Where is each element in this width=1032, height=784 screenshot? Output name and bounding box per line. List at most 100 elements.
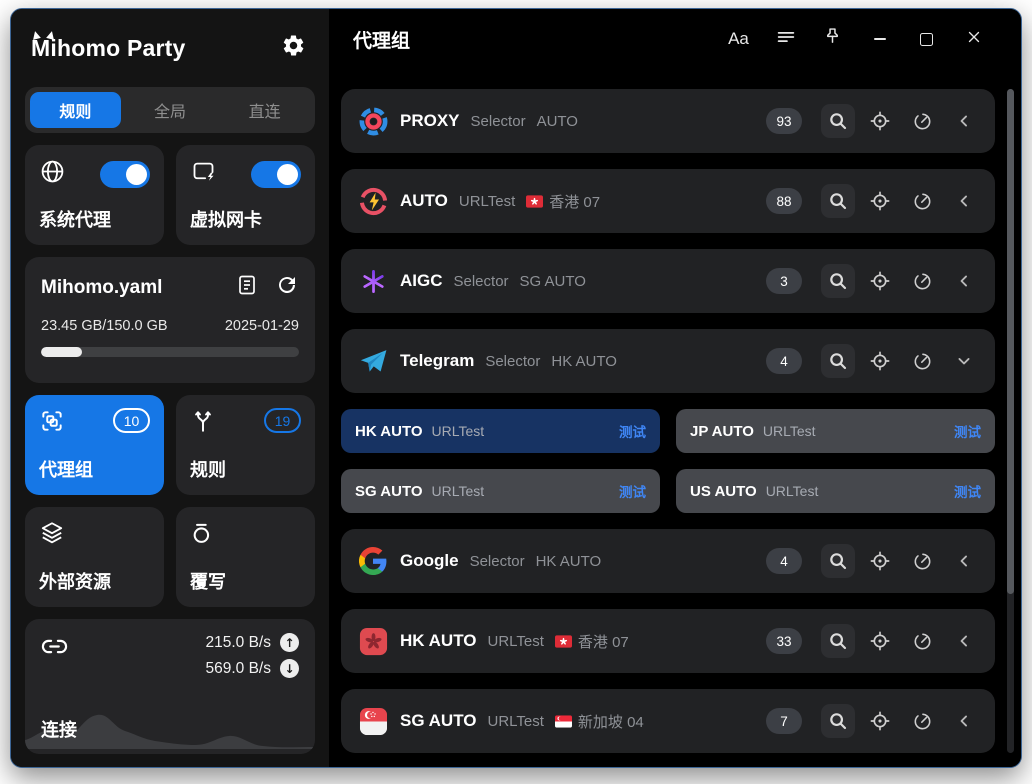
chevron-down-icon[interactable] bbox=[947, 344, 981, 378]
pin-button[interactable] bbox=[809, 22, 856, 56]
minimize-button[interactable] bbox=[856, 22, 903, 56]
locate-icon[interactable] bbox=[863, 104, 897, 138]
node-name: JP AUTO bbox=[690, 422, 754, 440]
proxy-group-row[interactable]: AUTO URLTest 香港 07 88 bbox=[341, 169, 995, 233]
sg-logo-icon bbox=[357, 706, 389, 737]
traffic-wave-graph bbox=[25, 701, 315, 754]
proxy-group-row[interactable]: PROXY Selector AUTO 93 bbox=[341, 89, 995, 153]
close-icon bbox=[965, 28, 983, 51]
globe-icon bbox=[39, 158, 66, 190]
pin-icon bbox=[822, 26, 843, 52]
profile-document-icon[interactable] bbox=[235, 273, 259, 302]
sidebar-item-proxy-groups[interactable]: 10 代理组 bbox=[25, 395, 164, 495]
search-icon[interactable] bbox=[821, 264, 855, 298]
text-size-icon: Aa bbox=[728, 29, 749, 48]
search-icon[interactable] bbox=[821, 624, 855, 658]
locate-icon[interactable] bbox=[863, 624, 897, 658]
speed-test-icon[interactable] bbox=[905, 104, 939, 138]
speed-test-icon[interactable] bbox=[905, 704, 939, 738]
group-name: AIGC bbox=[400, 271, 443, 290]
proxy-group-row[interactable]: HK AUTO URLTest 香港 07 33 bbox=[341, 609, 995, 673]
sg-flag-icon bbox=[554, 714, 572, 728]
sort-button[interactable] bbox=[762, 22, 809, 56]
system-proxy-toggle[interactable] bbox=[100, 160, 150, 188]
group-type: Selector bbox=[485, 352, 541, 370]
search-icon[interactable] bbox=[821, 704, 855, 738]
tab-global-mode[interactable]: 全局 bbox=[125, 92, 216, 128]
settings-button[interactable] bbox=[277, 32, 309, 64]
speed-test-icon[interactable] bbox=[905, 344, 939, 378]
aigc-logo-icon bbox=[357, 267, 389, 296]
sidebar-item-external-resources[interactable]: 外部资源 bbox=[25, 507, 164, 607]
search-icon[interactable] bbox=[821, 104, 855, 138]
sidebar-item-rules[interactable]: 19 规则 bbox=[176, 395, 315, 495]
search-icon[interactable] bbox=[821, 544, 855, 578]
group-current-node: 香港 07 bbox=[526, 191, 600, 212]
node-test-button[interactable]: 测试 bbox=[954, 425, 981, 440]
locate-icon[interactable] bbox=[863, 544, 897, 578]
tun-toggle[interactable] bbox=[251, 160, 301, 188]
locate-icon[interactable] bbox=[863, 344, 897, 378]
proxy-group-row[interactable]: AIGC Selector SG AUTO 3 bbox=[341, 249, 995, 313]
speed-test-icon[interactable] bbox=[905, 184, 939, 218]
chevron-left-icon[interactable] bbox=[947, 544, 981, 578]
proxy-group-row[interactable]: SG AUTO URLTest 新加坡 04 7 bbox=[341, 689, 995, 753]
speed-test-icon[interactable] bbox=[905, 544, 939, 578]
chevron-left-icon[interactable] bbox=[947, 104, 981, 138]
system-proxy-card[interactable]: 系统代理 bbox=[25, 145, 164, 245]
maximize-button[interactable] bbox=[903, 22, 950, 56]
group-name: SG AUTO bbox=[400, 711, 477, 730]
tab-direct-mode[interactable]: 直连 bbox=[219, 92, 310, 128]
node-name: US AUTO bbox=[690, 482, 757, 500]
traffic-progress-fill bbox=[41, 347, 83, 357]
refresh-icon[interactable] bbox=[275, 273, 299, 302]
speed-test-icon[interactable] bbox=[905, 624, 939, 658]
proxy-group-list: PROXY Selector AUTO 93 AUTO URLTest 香港 07 88 AIG… bbox=[341, 69, 995, 767]
node-test-button[interactable]: 测试 bbox=[619, 485, 646, 500]
profile-card[interactable]: Mihomo.yaml 23.45 GB/150.0 GB 2025-01-29 bbox=[25, 257, 315, 383]
text-size-button[interactable]: Aa bbox=[715, 22, 762, 56]
sidebar-item-connections[interactable]: 215.0 B/s ↑ 569.0 B/s ↓ 连接 bbox=[25, 619, 315, 754]
proxy-group-row[interactable]: Telegram Selector HK AUTO 4 bbox=[341, 329, 995, 393]
group-current-label: SG AUTO bbox=[519, 272, 586, 290]
sidebar-item-label: 外部资源 bbox=[39, 572, 111, 592]
node-test-button[interactable]: 测试 bbox=[954, 485, 981, 500]
scrollbar-thumb[interactable] bbox=[1007, 89, 1014, 594]
minimize-icon bbox=[873, 38, 886, 40]
proxy-node-card[interactable]: HK AUTO URLTest 测试 bbox=[341, 409, 660, 453]
chevron-left-icon[interactable] bbox=[947, 264, 981, 298]
chevron-left-icon[interactable] bbox=[947, 624, 981, 658]
google-logo-icon bbox=[357, 547, 389, 575]
chevron-left-icon[interactable] bbox=[947, 704, 981, 738]
node-test-button[interactable]: 测试 bbox=[619, 425, 646, 440]
proxy-node-card[interactable]: JP AUTO URLTest 测试 bbox=[676, 409, 995, 453]
proxy-node-card[interactable]: SG AUTO URLTest 测试 bbox=[341, 469, 660, 513]
app-title: Mihomo Party bbox=[31, 34, 186, 61]
search-icon[interactable] bbox=[821, 344, 855, 378]
sidebar-item-label: 代理组 bbox=[39, 460, 93, 480]
chevron-left-icon[interactable] bbox=[947, 184, 981, 218]
locate-icon[interactable] bbox=[863, 704, 897, 738]
locate-icon[interactable] bbox=[863, 184, 897, 218]
search-icon[interactable] bbox=[821, 184, 855, 218]
gear-icon bbox=[281, 33, 306, 63]
tab-rule-mode[interactable]: 规则 bbox=[30, 92, 121, 128]
group-name: AUTO bbox=[400, 191, 448, 210]
speed-test-icon[interactable] bbox=[905, 264, 939, 298]
profile-name: Mihomo.yaml bbox=[41, 276, 163, 298]
proxy-groups-count-badge: 10 bbox=[113, 408, 150, 433]
proxy-node-card[interactable]: US AUTO URLTest 测试 bbox=[676, 469, 995, 513]
close-button[interactable] bbox=[950, 22, 997, 56]
proxy-group-row[interactable]: Google Selector HK AUTO 4 bbox=[341, 529, 995, 593]
group-name: Google bbox=[400, 551, 459, 570]
profile-date: 2025-01-29 bbox=[224, 318, 299, 334]
group-type: Selector bbox=[469, 552, 525, 570]
node-count-badge: 33 bbox=[766, 628, 802, 654]
sidebar-item-override[interactable]: 覆写 bbox=[176, 507, 315, 607]
locate-icon[interactable] bbox=[863, 264, 897, 298]
group-nodes-grid: HK AUTO URLTest 测试 JP AUTO URLTest 测试 SG AUTO U… bbox=[341, 409, 995, 513]
hk-flag-icon bbox=[554, 634, 572, 648]
group-name: Telegram bbox=[400, 351, 475, 370]
node-name: HK AUTO bbox=[355, 422, 423, 440]
tun-card[interactable]: 虚拟网卡 bbox=[176, 145, 315, 245]
